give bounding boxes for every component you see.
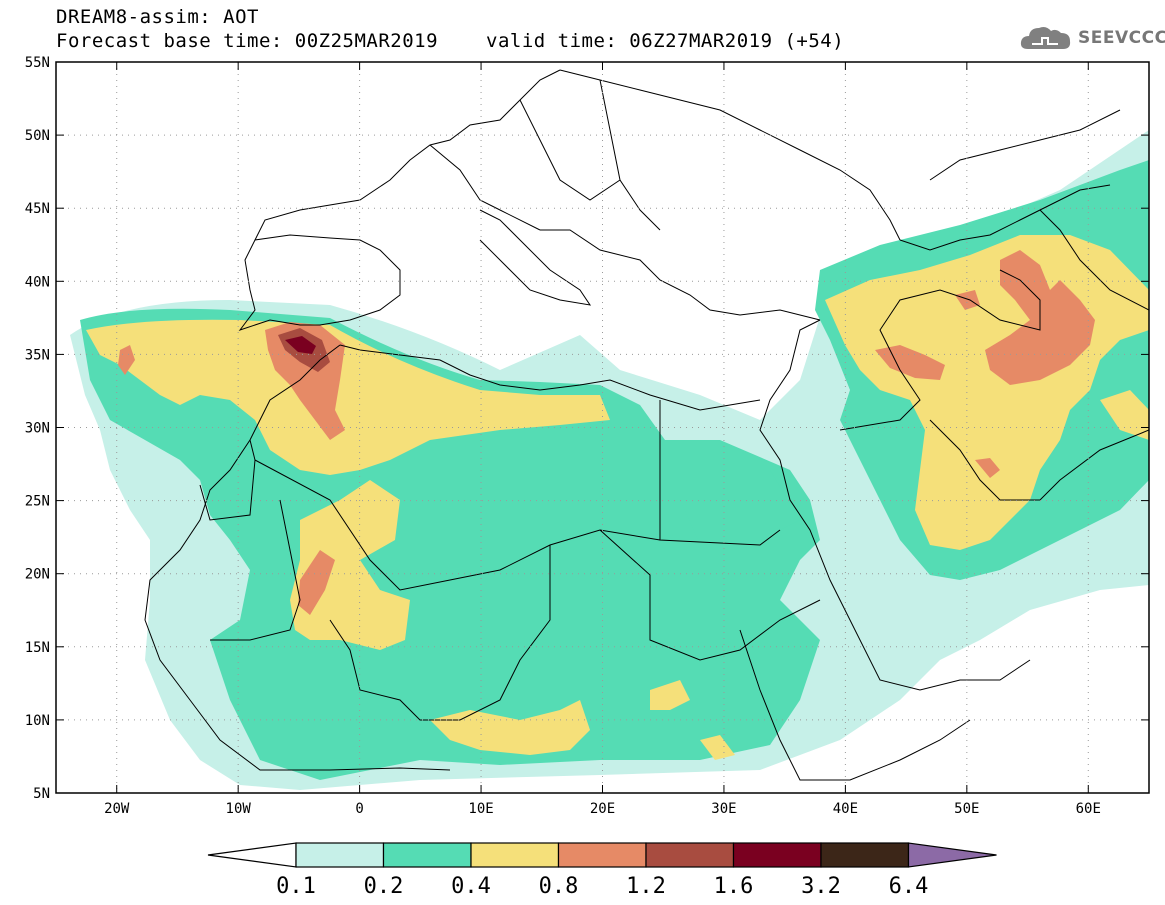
- lat-tick-label: 55N: [25, 55, 50, 71]
- lat-tick-label: 50N: [25, 128, 50, 144]
- aot-shading: [70, 69, 1149, 790]
- colorbar-segment: [820, 842, 910, 868]
- colorbar-label: 1.2: [626, 874, 666, 899]
- colorbar-low-arrow: [207, 842, 297, 868]
- colorbar-high-arrow: [907, 842, 997, 868]
- forecast-base-time: Forecast base time: 00Z25MAR2019: [56, 30, 439, 52]
- colorbar-label: 0.4: [451, 874, 491, 899]
- aot-level-1.6: [285, 336, 316, 354]
- lat-tick-label: 10N: [25, 713, 50, 729]
- colorbar: 0.1 0.2 0.4 0.8 1.2 1.6 3.2 6.4: [207, 842, 997, 899]
- lat-tick-label: 45N: [25, 201, 50, 217]
- lon-tick-label: 30E: [711, 801, 736, 817]
- logo-text: SEEVCCC: [1078, 28, 1165, 48]
- lon-tick-label: 40E: [833, 801, 858, 817]
- lat-tick-label: 30N: [25, 421, 50, 437]
- lon-tick-label: 10W: [226, 801, 252, 817]
- lat-tick-label: 5N: [33, 786, 50, 802]
- valid-time: valid time: 06Z27MAR2019 (+54): [486, 30, 845, 52]
- colorbar-segment: [645, 842, 735, 868]
- colorbar-segment: [732, 842, 822, 868]
- lon-tick-label: 20W: [104, 801, 130, 817]
- cloud-icon: [1020, 27, 1071, 49]
- colorbar-segment: [557, 842, 647, 868]
- lon-tick-label: 60E: [1076, 801, 1101, 817]
- colorbar-segment: [470, 842, 560, 868]
- colorbar-label: 0.8: [539, 874, 579, 899]
- lat-tick-label: 40N: [25, 274, 50, 290]
- map-title: DREAM8-assim: AOT: [56, 6, 259, 28]
- lat-tick-label: 20N: [25, 567, 50, 583]
- colorbar-label: 0.1: [276, 874, 316, 899]
- lon-tick-label: 10E: [468, 801, 493, 817]
- lat-tick-label: 25N: [25, 494, 50, 510]
- latitude-labels: 55N 50N 45N 40N 35N 30N 25N 20N 15N 10N 5N: [25, 55, 50, 802]
- colorbar-segment: [295, 842, 385, 868]
- lat-tick-label: 15N: [25, 640, 50, 656]
- lon-tick-label: 50E: [954, 801, 979, 817]
- axis-ticks: [56, 61, 1149, 794]
- seevccc-logo: SEEVCCC: [1018, 22, 1165, 54]
- longitude-labels: 20W 10W 0 10E 20E 30E 40E 50E 60E: [104, 801, 1101, 817]
- coastlines-borders: [144, 69, 1149, 781]
- colorbar-label: 1.6: [714, 874, 754, 899]
- lon-tick-label: 20E: [590, 801, 615, 817]
- colorbar-label: 3.2: [801, 874, 841, 899]
- lon-tick-label: 0: [355, 801, 363, 817]
- colorbar-segment: [382, 842, 472, 868]
- colorbar-label: 6.4: [889, 874, 929, 899]
- colorbar-label: 0.2: [364, 874, 404, 899]
- lat-tick-label: 35N: [25, 347, 50, 363]
